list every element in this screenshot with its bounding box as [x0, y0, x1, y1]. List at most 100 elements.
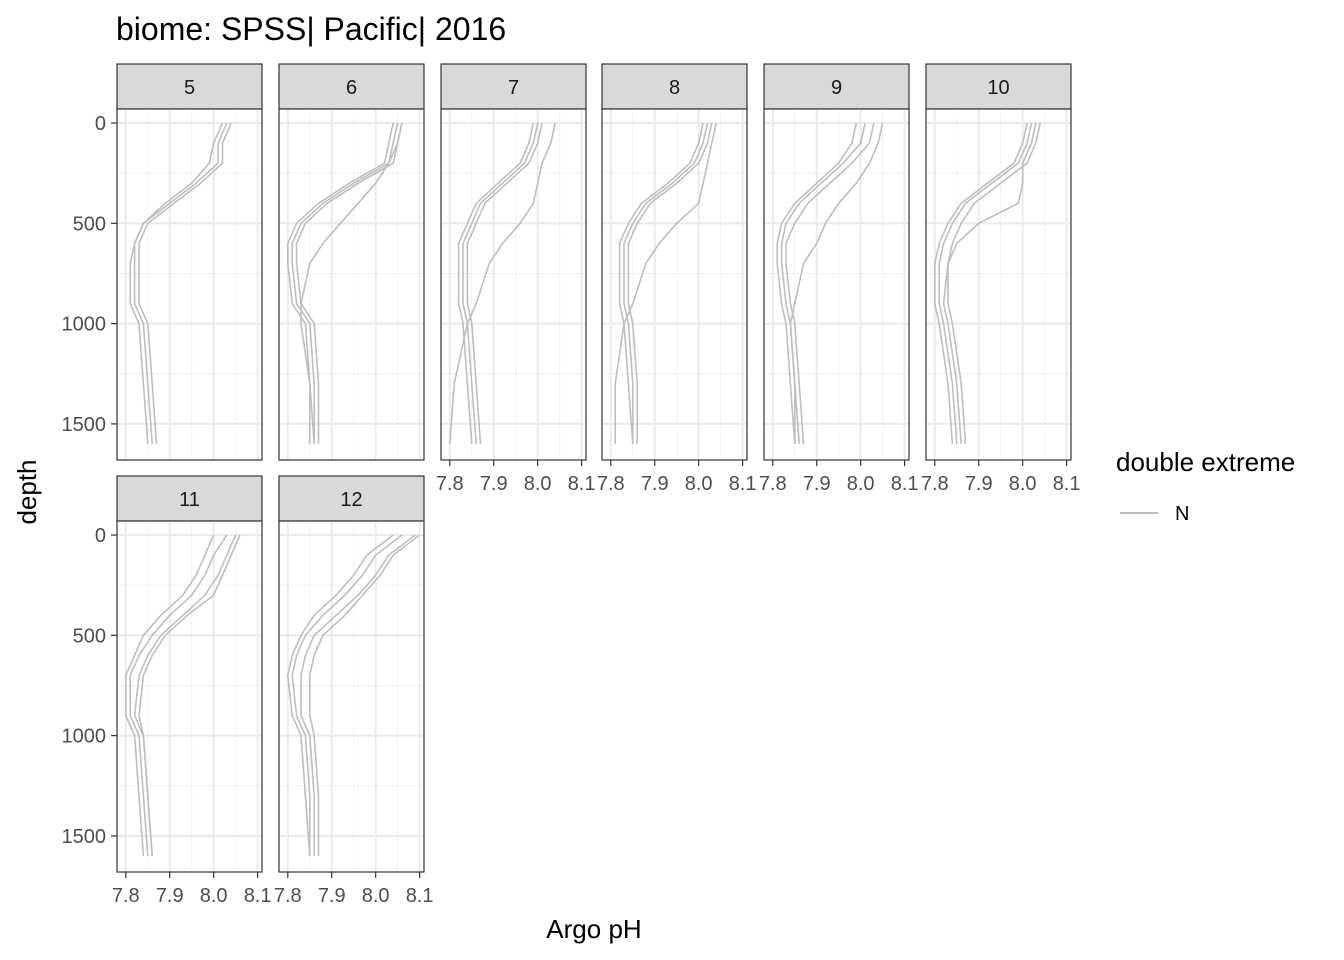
- x-tick-label: 7.9: [641, 473, 669, 495]
- x-axis-title: Argo pH: [546, 914, 641, 944]
- x-tick-label: 7.8: [112, 885, 140, 907]
- panel-border: [278, 520, 425, 873]
- profile-line-2: [618, 122, 704, 445]
- plot-background: [764, 109, 909, 460]
- facet-panel-5: 5 0 500 1000 1500: [62, 63, 263, 461]
- profile-line-4: [308, 534, 421, 856]
- y-tick-label: 0: [95, 525, 106, 547]
- grid-lines: [279, 521, 424, 872]
- plot-background: [279, 521, 424, 872]
- x-tick-label: 7.9: [156, 885, 184, 907]
- panel-border: [763, 108, 910, 461]
- panel-border: [116, 108, 263, 461]
- x-tick-label: 8.1: [244, 885, 272, 907]
- legend-title: double extreme: [1116, 447, 1295, 477]
- profile-line-3: [295, 122, 403, 444]
- facet-panel-8: 8 7.8 7.9 8.0 8.1: [597, 63, 757, 495]
- profile-line-4: [138, 534, 241, 857]
- legend-label-n: N: [1175, 503, 1189, 525]
- x-tick-label: 7.8: [759, 473, 787, 495]
- panel-border: [116, 520, 263, 873]
- x-tick-label: 7.8: [921, 473, 949, 495]
- plot-background: [602, 109, 747, 460]
- profile-line-4: [300, 122, 403, 445]
- x-tick-label: 8.1: [406, 885, 434, 907]
- facet-strip-label: 12: [340, 489, 362, 511]
- profile-line-3: [138, 122, 232, 445]
- facet-strip: [440, 63, 587, 110]
- x-tick-label: 8.0: [1009, 473, 1037, 495]
- profile-line-3: [457, 122, 535, 445]
- facet-strip: [278, 475, 425, 522]
- x-tick-label: 8.1: [891, 473, 919, 495]
- panel-border: [440, 108, 587, 461]
- legend: double extreme N: [1116, 447, 1295, 525]
- x-tick-label: 7.9: [480, 473, 508, 495]
- grid-lines: [279, 109, 424, 460]
- panel-border: [278, 108, 425, 461]
- profile-line-2: [300, 534, 416, 856]
- facet-strip: [278, 63, 425, 110]
- profile-line-1: [938, 122, 1033, 445]
- y-tick-label: 500: [73, 625, 106, 647]
- x-tick-label: 7.9: [318, 885, 346, 907]
- x-tick-label: 8.0: [847, 473, 875, 495]
- chart-title: biome: SPSS| Pacific| 2016: [116, 11, 506, 47]
- x-tick-label: 8.1: [568, 473, 596, 495]
- profile-line-3: [125, 534, 215, 857]
- grid-lines: [602, 109, 747, 460]
- facet-strip-label: 8: [669, 77, 680, 99]
- y-axis-title: depth: [12, 459, 42, 524]
- facet-strip: [763, 63, 910, 110]
- profile-line-1: [623, 122, 709, 444]
- profile-line-3: [286, 534, 394, 857]
- y-tick-label: 1000: [62, 726, 107, 748]
- facet-strip-label: 9: [831, 77, 842, 99]
- facet-strip: [925, 63, 1072, 110]
- facet-strip: [116, 63, 263, 110]
- profile-line-2: [933, 122, 1028, 445]
- profile-line-1: [129, 534, 228, 857]
- facet-panel-11: 11 0 500 1000 1500 7.8 7.9 8.0 8.1: [62, 475, 272, 907]
- plot-background: [441, 109, 586, 460]
- profile-line-2: [129, 122, 224, 445]
- x-tick-label: 8.0: [362, 885, 390, 907]
- x-tick-label: 8.1: [729, 473, 757, 495]
- profile-line-3: [947, 122, 1041, 445]
- grid-lines: [117, 521, 262, 872]
- y-tick-label: 1500: [62, 826, 107, 848]
- facet-strip-label: 6: [346, 77, 357, 99]
- x-tick-label: 8.0: [524, 473, 552, 495]
- facet-strip-label: 5: [184, 77, 195, 99]
- x-tick-label: 7.9: [965, 473, 993, 495]
- panel-border: [925, 108, 1072, 461]
- facet-panel-12: 12 7.8 7.9 8.0 8.1: [274, 475, 434, 907]
- profile-line-3: [627, 122, 713, 444]
- profile-line-1: [291, 534, 403, 856]
- plot-background: [279, 109, 424, 460]
- x-tick-label: 8.0: [685, 473, 713, 495]
- profile-line-4: [789, 122, 884, 444]
- y-tick-label: 1500: [62, 414, 107, 436]
- facet-strip: [116, 475, 263, 522]
- facet-strip-label: 11: [179, 489, 200, 511]
- plot-background: [117, 521, 262, 872]
- facet-panel-9: 9 7.8 7.9 8.0 8.1: [759, 63, 919, 495]
- profile-line-3: [776, 122, 858, 445]
- y-tick-label: 0: [95, 113, 106, 135]
- grid-lines: [764, 109, 909, 460]
- facet-strip-label: 7: [508, 77, 519, 99]
- grid-lines: [117, 109, 262, 460]
- facet-strip: [601, 63, 748, 110]
- x-tick-label: 7.8: [274, 885, 302, 907]
- facet-panel-6: 6: [278, 63, 425, 461]
- facet-panel-10: 10 7.8 7.9 8.0 8.1: [921, 63, 1081, 495]
- plot-background: [117, 109, 262, 460]
- facet-panels: 5 0 500 1000 1500 6 7 7.8 7.9 8.0 8.1 8 7.8 7.9 8.0 8.1…: [62, 63, 1081, 907]
- x-tick-label: 7.8: [436, 473, 464, 495]
- plot-background: [926, 109, 1071, 460]
- profile-line-4: [942, 122, 1037, 445]
- profile-line-4: [614, 122, 717, 444]
- profile-line-4: [449, 122, 556, 445]
- grid-lines: [441, 109, 586, 460]
